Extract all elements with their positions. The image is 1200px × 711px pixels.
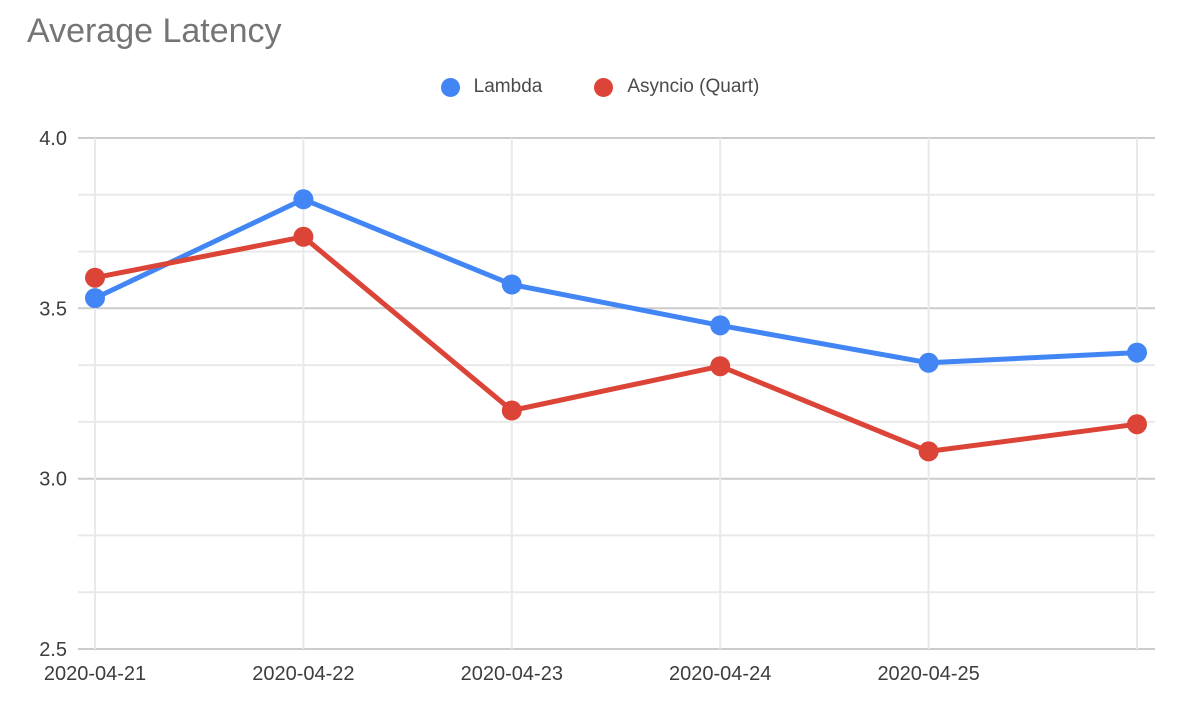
x-axis-tick-label: 2020-04-24	[669, 663, 771, 685]
x-axis-tick-label: 2020-04-25	[877, 663, 979, 685]
data-point-lambda-2020-04-22[interactable]	[293, 189, 314, 210]
y-axis-tick-label: 4.0	[39, 128, 67, 150]
data-point-lambda-2020-04-23[interactable]	[501, 274, 522, 295]
chart-legend: Lambda Asyncio (Quart)	[0, 76, 1200, 98]
legend-item-lambda[interactable]: Lambda	[440, 76, 543, 98]
legend-swatch-circle-icon	[594, 77, 614, 97]
x-axis-tick-label: 2020-04-21	[44, 663, 146, 685]
data-point-asyncio-quart-2020-04-22[interactable]	[293, 226, 314, 247]
legend-label: Lambda	[473, 76, 543, 97]
data-point-lambda-last[interactable]	[1127, 342, 1147, 363]
data-point-lambda-2020-04-24[interactable]	[710, 315, 731, 336]
x-axis-tick-label: 2020-04-22	[252, 663, 354, 685]
legend-swatch-circle-icon	[440, 77, 460, 97]
data-point-asyncio-quart-last[interactable]	[1127, 414, 1147, 435]
y-axis-tick-label: 2.5	[39, 639, 67, 661]
legend-label: Asyncio (Quart)	[627, 76, 760, 97]
legend-item-asyncio-quart[interactable]: Asyncio (Quart)	[594, 76, 759, 98]
data-point-asyncio-quart-2020-04-23[interactable]	[501, 400, 522, 421]
chart-title: Average Latency	[27, 12, 282, 50]
data-point-lambda-2020-04-25[interactable]	[918, 352, 939, 373]
data-point-asyncio-quart-2020-04-21[interactable]	[85, 267, 105, 288]
data-point-asyncio-quart-2020-04-25[interactable]	[918, 441, 939, 462]
x-axis-tick-label: 2020-04-23	[461, 663, 563, 685]
series-line-lambda[interactable]	[92, 196, 1140, 366]
series-line-asyncio-quart[interactable]	[92, 234, 1140, 454]
data-point-asyncio-quart-2020-04-24[interactable]	[710, 356, 731, 377]
y-axis-tick-label: 3.5	[39, 298, 67, 320]
data-point-lambda-2020-04-21[interactable]	[85, 288, 105, 309]
y-axis-tick-label: 3.0	[39, 469, 67, 491]
